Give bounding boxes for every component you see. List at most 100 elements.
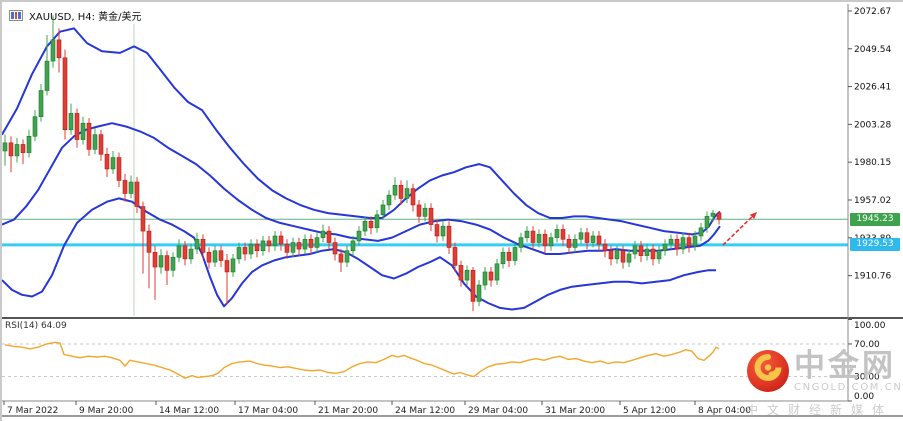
candle-body (716, 212, 722, 220)
bollinger-middle-band (2, 122, 721, 255)
candle-body (116, 157, 122, 181)
candle-body (290, 242, 296, 253)
candle-body (494, 263, 500, 281)
candle-body (122, 180, 128, 194)
time-tick-label: 31 Mar 20:00 (545, 406, 605, 416)
price-tick-label: 1910.76 (854, 272, 891, 282)
candle-body (590, 235, 596, 243)
candle-body (284, 243, 290, 253)
candle-body (404, 188, 410, 199)
candle-body (572, 238, 578, 248)
time-tick-label: 24 Mar 12:00 (395, 406, 455, 416)
candle-body (458, 265, 464, 281)
candle-body (422, 207, 428, 217)
candle-body (14, 144, 20, 157)
candle-body (518, 237, 524, 248)
time-tick-label: 14 Mar 12:00 (159, 406, 219, 416)
price-tick-label: 2072.67 (854, 7, 891, 17)
candle-body (50, 39, 56, 62)
candle-body (674, 238, 680, 250)
time-tick-label: 7 Mar 2022 (7, 406, 58, 416)
candle-body (446, 225, 452, 248)
candle-body (170, 256, 176, 271)
candle-body (212, 250, 218, 263)
price-tick-label: 1980.15 (854, 158, 891, 168)
price-tick-label: 1957.02 (854, 196, 891, 206)
candle-body (668, 238, 674, 245)
candle-body (134, 181, 140, 207)
candle-body (260, 240, 266, 252)
time-tick-label: 29 Mar 04:00 (468, 406, 528, 416)
candle-body (704, 216, 710, 229)
rsi-tick-label: 0.00 (854, 392, 874, 402)
candle-body (686, 237, 692, 247)
time-tick-label: 5 Apr 12:00 (623, 406, 676, 416)
candle-body (410, 188, 416, 206)
candle-body (326, 230, 332, 243)
candle-body (584, 232, 590, 243)
candle-body (566, 238, 572, 248)
candle-body (26, 135, 32, 153)
time-tick-label: 8 Apr 04:00 (698, 406, 751, 416)
candle-body (542, 234, 548, 247)
candle-body (236, 247, 242, 260)
candle-body (62, 57, 68, 131)
rsi-tick-label: 30.00 (854, 373, 880, 383)
candle-body (32, 116, 38, 137)
candle-body (344, 250, 350, 263)
bollinger-lower-band (2, 197, 716, 311)
panel-separator (2, 317, 903, 319)
candle-body (524, 230, 530, 238)
candle-body (614, 250, 620, 260)
candle-body (182, 245, 188, 260)
instrument-label: XAUUSD, H4: 黄金/美元 (29, 12, 142, 23)
candle-body (440, 225, 446, 237)
candle-body (536, 234, 542, 243)
candle-body (224, 260, 230, 273)
candle-body (350, 240, 356, 252)
candle-body (512, 247, 518, 261)
price-tick-label: 2003.28 (854, 120, 891, 130)
candle-body (278, 235, 284, 245)
candle-body (296, 242, 302, 250)
candle-body (608, 250, 614, 260)
price-tick-label: 2049.54 (854, 45, 891, 55)
candle-body (380, 204, 386, 216)
candle-body (434, 224, 440, 237)
candle-body (176, 245, 182, 258)
candle-body (158, 255, 164, 268)
rsi-tick-label: 70.00 (854, 340, 880, 350)
candle-body (698, 227, 704, 237)
candle-body (128, 181, 134, 194)
window-bottom-border (2, 415, 903, 417)
candle-body (140, 206, 146, 232)
candle-body (656, 250, 662, 260)
candle-body (662, 243, 668, 252)
candle-body (218, 250, 224, 261)
candle-body (332, 242, 338, 255)
candle-body (530, 230, 536, 243)
candle-body (200, 238, 206, 253)
candle-body (80, 122, 86, 140)
candle-body (596, 235, 602, 245)
candle-body (188, 248, 194, 260)
candle-body (86, 122, 92, 150)
candle-body (92, 134, 98, 150)
candle-body (464, 270, 470, 281)
last-price-badge: 1945.23 (850, 213, 900, 226)
candle-body (554, 229, 560, 238)
candle-body (194, 238, 200, 250)
candle-body (398, 185, 404, 199)
level-price-badge: 1929.53 (850, 238, 900, 251)
candle-body (506, 252, 512, 261)
candle-body (452, 247, 458, 266)
candle-body (266, 240, 272, 247)
candle-body (8, 142, 14, 157)
candle-body (680, 237, 686, 250)
candle-body (626, 253, 632, 263)
candle-body (620, 250, 626, 263)
candle-body (272, 235, 278, 247)
candle-body (548, 237, 554, 247)
candle-body (254, 243, 260, 252)
